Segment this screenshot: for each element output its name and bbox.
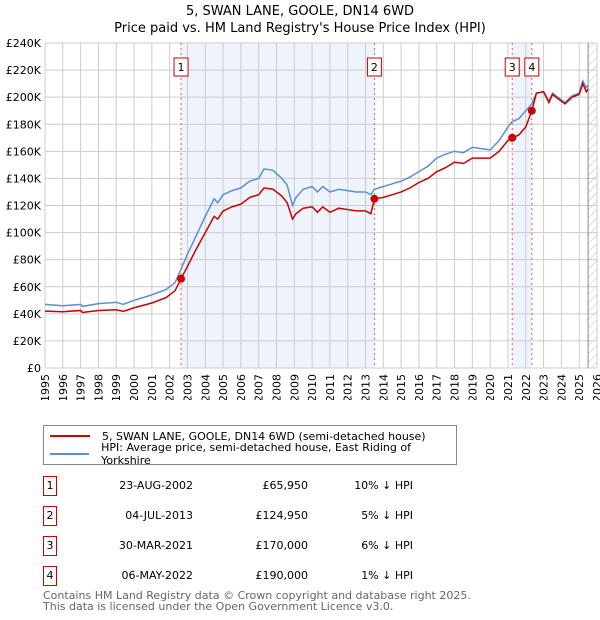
x-tick-label: 2001 (146, 374, 159, 400)
sale-number: 4 (43, 566, 57, 586)
x-tick-label: 2007 (253, 374, 266, 400)
x-tick-label: 2009 (288, 374, 301, 400)
x-tick-label: 2023 (538, 374, 551, 400)
x-tick-label: 2008 (270, 374, 283, 400)
sale-label: 3 (509, 61, 516, 74)
x-tick-label: 2010 (306, 374, 319, 400)
y-tick-label: £120K (6, 200, 42, 213)
x-tick-label: 2004 (199, 374, 212, 400)
sale-row: 2 04-JUL-2013 £124,950 5% ↓ HPI (43, 506, 463, 526)
sale-hpi-diff: 6% ↓ HPI (361, 539, 413, 552)
x-tick-label: 2005 (217, 374, 230, 400)
y-tick-label: £80K (13, 254, 42, 267)
y-tick-label: £20K (13, 335, 42, 348)
legend-property-swatch (50, 435, 90, 437)
x-tick-label: 2002 (164, 374, 177, 400)
x-tick-label: 1995 (39, 374, 52, 400)
sale-row: 1 23-AUG-2002 £65,950 10% ↓ HPI (43, 476, 463, 496)
legend-hpi-label: HPI: Average price, semi-detached house,… (101, 441, 411, 467)
y-tick-label: £240K (6, 37, 42, 50)
sale-row: 4 06-MAY-2022 £190,000 1% ↓ HPI (43, 566, 463, 586)
x-tick-label: 2013 (360, 374, 373, 400)
sale-price: £65,950 (262, 479, 309, 492)
y-tick-label: £160K (6, 145, 42, 158)
sale-price: £170,000 (255, 539, 309, 552)
sale-number: 1 (43, 476, 57, 496)
sale-point (177, 274, 186, 283)
x-tick-label: 2022 (520, 374, 533, 400)
x-tick-label: 2014 (377, 374, 390, 400)
x-tick-label: 2018 (449, 374, 462, 400)
sale-label-box (524, 57, 540, 77)
y-tick-label: £100K (6, 227, 42, 240)
hpi-line (45, 78, 589, 308)
y-tick-label: £140K (6, 172, 42, 185)
price-chart: 1995 1996 1997 1998 1999 2000 2001 2002 2003 2004… (6, 37, 600, 400)
sale-price: £190,000 (255, 569, 309, 582)
x-tick-label: 2000 (128, 374, 141, 400)
sale-date: 30-MAR-2021 (118, 539, 193, 552)
property-price-line (45, 81, 589, 314)
x-tick-label: 2015 (395, 374, 408, 400)
sale-point (370, 194, 379, 203)
sale-hpi-diff: 10% ↓ HPI (354, 479, 413, 492)
x-tick-label: 2026 (591, 374, 600, 400)
y-tick-label: £200K (6, 91, 42, 104)
y-tick-label: £180K (6, 118, 42, 131)
sale-date: 23-AUG-2002 (119, 479, 193, 492)
x-tick-label: 2019 (466, 374, 479, 400)
x-tick-label: 2011 (324, 374, 337, 400)
sale-date: 06-MAY-2022 (121, 569, 193, 582)
legend-hpi-swatch (50, 453, 90, 455)
sale-number: 2 (43, 506, 57, 526)
x-tick-label: 2017 (431, 374, 444, 400)
chart-subtitle: Price paid vs. HM Land Registry's House … (114, 21, 486, 36)
footer-licence: This data is licensed under the Open Gov… (43, 600, 394, 613)
sale-date: 04-JUL-2013 (125, 509, 193, 522)
sale-label: 1 (178, 61, 185, 74)
x-tick-label: 1996 (57, 374, 70, 400)
footer: Contains HM Land Registry data © Crown c… (43, 590, 471, 612)
sale-hpi-diff: 5% ↓ HPI (361, 509, 413, 522)
sale-label-box (366, 57, 382, 77)
sale-label-box (173, 57, 189, 77)
x-tick-label: 2024 (555, 374, 568, 400)
x-tick-label: 2003 (181, 374, 194, 400)
sale-number: 3 (43, 536, 57, 556)
sale-point (508, 133, 517, 142)
sale-label: 2 (371, 61, 378, 74)
x-tick-label: 1998 (92, 374, 105, 400)
x-tick-label: 2020 (484, 374, 497, 400)
chart-title: 5, SWAN LANE, GOOLE, DN14 6WD (185, 4, 415, 19)
y-tick-label: £220K (6, 64, 42, 77)
x-tick-label: 1999 (110, 374, 123, 400)
y-tick-label: £40K (13, 308, 42, 321)
x-tick-label: 1997 (75, 374, 88, 400)
x-tick-label: 2021 (502, 374, 515, 400)
sale-price: £124,950 (255, 509, 309, 522)
sale-label: 4 (528, 61, 535, 74)
footer-copyright: Contains HM Land Registry data © Crown c… (43, 589, 471, 602)
x-tick-label: 2016 (413, 374, 426, 400)
sale-hpi-diff: 1% ↓ HPI (361, 569, 413, 582)
y-tick-label: £0 (27, 362, 41, 375)
sale-point (527, 106, 536, 115)
x-tick-label: 2006 (235, 374, 248, 400)
x-tick-label: 2025 (573, 374, 586, 400)
sale-row: 3 30-MAR-2021 £170,000 6% ↓ HPI (43, 536, 463, 556)
legend-property-label: 5, SWAN LANE, GOOLE, DN14 6WD (semi-deta… (102, 429, 426, 443)
x-tick-label: 2012 (342, 374, 355, 400)
y-tick-label: £60K (13, 281, 42, 294)
legend: 5, SWAN LANE, GOOLE, DN14 6WD (semi-deta… (43, 425, 457, 467)
sale-label-box (504, 57, 520, 77)
